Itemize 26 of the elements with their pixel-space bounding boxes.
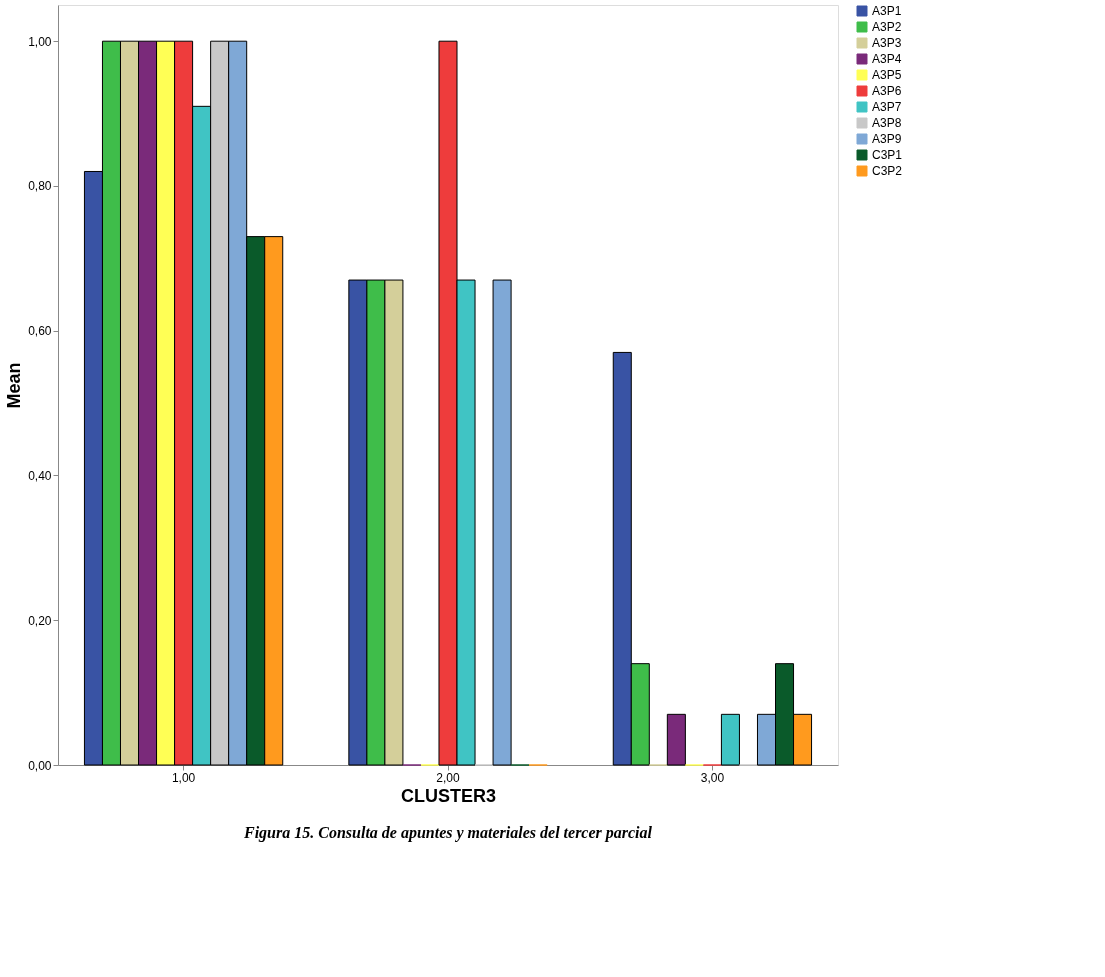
x-tick-label: 2,00	[436, 770, 460, 785]
y-tick-label: 0,40	[28, 468, 52, 483]
x-tick-label: 1,00	[171, 770, 196, 785]
text: Figura 15. Consulta de apuntes y materiales del tercer parcial	[242, 824, 653, 842]
x-axis-title: CLUSTER3	[400, 785, 497, 806]
legend-label: A3P7	[872, 100, 902, 114]
bar	[492, 279, 512, 766]
legend-label: A3P2	[872, 20, 902, 34]
y-axis-title: Mean	[4, 362, 25, 409]
bar	[720, 713, 740, 766]
legend-label: A3P3	[872, 36, 902, 50]
bar	[666, 713, 686, 766]
y-tick-label: 0,20	[28, 613, 52, 628]
legend-label: A3P5	[872, 68, 902, 82]
x-tick-label: 3,00	[700, 770, 725, 785]
legend-label: C3P1	[872, 148, 903, 162]
legend-label: A3P9	[872, 132, 902, 146]
legend-label: C3P2	[872, 164, 903, 178]
y-tick-label: 0,60	[28, 324, 52, 339]
y-tick-label: 0,80	[28, 179, 52, 194]
y-tick-label: 1,00	[28, 34, 52, 49]
legend-label: A3P8	[872, 116, 902, 130]
legend-label: A3P6	[872, 84, 902, 98]
legend-label: A3P4	[872, 52, 902, 66]
legend-label: A3P1	[872, 4, 902, 18]
y-tick-label: 0,00	[28, 758, 52, 773]
